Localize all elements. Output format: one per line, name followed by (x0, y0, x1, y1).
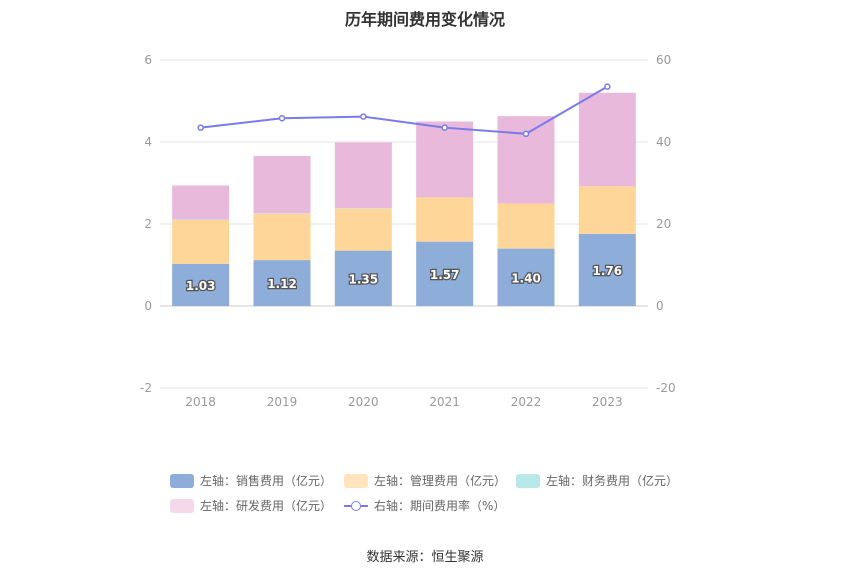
x-tick-label: 2022 (511, 395, 542, 409)
x-tick-label: 2020 (348, 395, 379, 409)
source-note: 数据来源：恒生聚源 (366, 550, 484, 565)
legend-label-rnd: 左轴：研发费用（亿元） (200, 499, 333, 513)
legend-swatch-admin (344, 473, 368, 488)
bar-segment (578, 233, 636, 306)
line-point (522, 130, 530, 138)
legend-line-swatch-ratio (344, 499, 368, 513)
legend-label-sales: 左轴：销售费用（亿元） (200, 474, 333, 488)
legend-item-ratio[interactable]: 右轴：期间费用率（%） (344, 497, 505, 514)
bar-segment (416, 197, 474, 242)
legend-item-rnd[interactable]: 左轴：研发费用（亿元） (170, 497, 332, 514)
bar-segment (497, 203, 555, 249)
data-label: 1.03 (186, 279, 216, 293)
bar-segment (172, 185, 230, 220)
data-label: 1.35 (349, 272, 379, 286)
legend-item-finance[interactable]: 左轴：财务费用（亿元） (516, 472, 678, 489)
bar-segment (578, 186, 636, 234)
series-line (200, 85, 608, 135)
x-tick-label: 2019 (267, 395, 298, 409)
legend-label-admin: 左轴：管理费用（亿元） (374, 474, 507, 488)
bar-segment (253, 260, 311, 306)
bar-segment (416, 121, 474, 198)
x-tick-label: 2021 (429, 395, 460, 409)
bar-segment (172, 263, 230, 306)
legend-swatch-finance (516, 473, 540, 488)
right-tick-label: 0 (656, 299, 664, 313)
data-label: 1.76 (593, 264, 623, 278)
left-tick-label: 4 (144, 135, 152, 149)
right-tick-label: 20 (656, 217, 671, 231)
bar-segment (334, 208, 392, 251)
x-tick-label: 2023 (592, 395, 623, 409)
legend-item-admin[interactable]: 左轴：管理费用（亿元） (344, 472, 506, 489)
legend-label-finance: 左轴：财务费用（亿元） (546, 474, 679, 488)
line-point (441, 124, 448, 131)
legend-item-sales[interactable]: 左轴：销售费用（亿元） (170, 472, 332, 489)
line-point (197, 124, 204, 131)
bar-segment (497, 248, 555, 306)
legend-swatch-sales (170, 473, 194, 488)
data-label: 1.57 (430, 268, 460, 282)
x-tick-label: 2018 (185, 395, 216, 409)
right-tick-label: -20 (656, 381, 676, 395)
left-tick-label: 6 (144, 53, 152, 67)
bar-segment (334, 142, 392, 209)
data-label: 1.40 (511, 271, 541, 285)
bar-segment (253, 213, 311, 261)
line-point (278, 114, 286, 122)
line-point (360, 113, 367, 120)
legend-label-ratio: 右轴：期间费用率（%） (374, 499, 506, 513)
bar-segment (416, 241, 474, 306)
bar-segment (334, 250, 392, 306)
bar-segment (578, 92, 636, 187)
line-point (604, 83, 611, 90)
right-tick-label: 60 (656, 53, 671, 67)
legend-swatch-rnd (170, 498, 194, 513)
chart-title: 历年期间费用变化情况 (344, 10, 505, 29)
left-tick-label: -2 (140, 381, 152, 395)
right-tick-label: 40 (656, 135, 671, 149)
left-tick-label: 2 (144, 217, 152, 231)
bar-segment (497, 116, 555, 204)
left-tick-label: 0 (144, 299, 152, 313)
bar-segment (172, 219, 230, 264)
bar-segment (253, 155, 311, 214)
data-label: 1.12 (267, 277, 297, 291)
